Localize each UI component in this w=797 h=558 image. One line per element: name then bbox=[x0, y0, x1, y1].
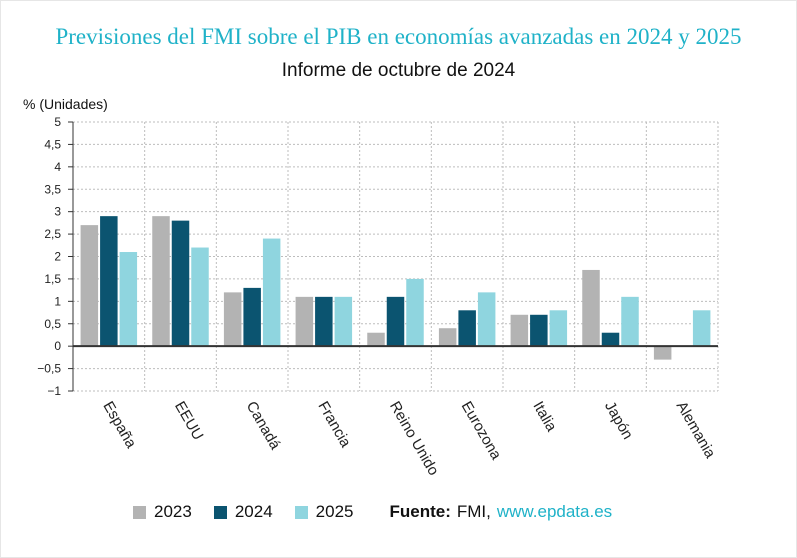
bar-2023-eurozona bbox=[438, 328, 457, 347]
y-tick-label: 4,5 bbox=[44, 137, 61, 151]
y-tick-label: 5 bbox=[54, 115, 61, 129]
source-label: Fuente: bbox=[389, 502, 451, 521]
chart-subtitle: Informe de octubre de 2024 bbox=[281, 60, 516, 81]
bar-2025-españa bbox=[119, 252, 138, 347]
source-note: Fuente: FMI, www.epdata.es bbox=[389, 502, 612, 522]
bar-2023-canadá bbox=[223, 292, 242, 347]
y-tick-label: 0,5 bbox=[44, 317, 61, 331]
y-tick-label: 1,5 bbox=[44, 272, 61, 286]
y-axis-label: % (Unidades) bbox=[23, 96, 108, 112]
bar-2025-italia bbox=[549, 310, 568, 347]
x-tick-label: Canadá bbox=[243, 399, 284, 454]
bar-2023-eeuu bbox=[152, 216, 170, 347]
bar-2024-españa bbox=[100, 216, 118, 347]
y-tick-label: 2 bbox=[54, 250, 61, 264]
bar-2023-reino-unido bbox=[367, 332, 385, 347]
bar-2024-francia bbox=[315, 296, 333, 347]
x-tick-label: Alemania bbox=[673, 399, 719, 462]
source-link[interactable]: www.epdata.es bbox=[496, 502, 613, 521]
bar-2023-españa bbox=[80, 225, 99, 347]
y-tick-label: 1 bbox=[54, 294, 61, 308]
bar-2025-eeuu bbox=[191, 247, 209, 347]
bar-2025-reino-unido bbox=[406, 278, 424, 347]
bar-2024-italia bbox=[530, 314, 548, 347]
legend-label-2025: 2025 bbox=[315, 502, 354, 521]
bar-2023-alemania bbox=[653, 346, 672, 360]
bar-2024-eurozona bbox=[458, 310, 476, 347]
bar-2023-italia bbox=[510, 314, 529, 347]
bar-2024-eeuu bbox=[171, 220, 190, 347]
legend-swatch-2023 bbox=[133, 505, 146, 519]
bar-2023-francia bbox=[295, 296, 314, 347]
legend-swatch-2025 bbox=[294, 505, 308, 519]
bar-2023-japón bbox=[582, 269, 600, 347]
x-tick-label: Reino Unido bbox=[386, 399, 442, 479]
y-tick-label: 0 bbox=[54, 339, 61, 353]
chart-title: Previsiones del FMI sobre el PIB en econ… bbox=[55, 24, 742, 49]
bar-2025-canadá bbox=[262, 238, 281, 347]
x-tick-label: Francia bbox=[314, 399, 354, 451]
legend-item-2024: 2024 bbox=[213, 502, 273, 522]
source-name: FMI, bbox=[456, 502, 491, 521]
bar-2025-japón bbox=[621, 296, 639, 347]
x-tick-label: España bbox=[99, 399, 139, 452]
legend: 2023 2024 2025 Fuente: FMI, www.epdata.e… bbox=[133, 501, 612, 523]
bar-2025-eurozona bbox=[477, 292, 496, 347]
legend-label-2023: 2023 bbox=[154, 502, 192, 521]
y-tick-label: 3,5 bbox=[44, 182, 61, 196]
legend-item-2025: 2025 bbox=[294, 502, 354, 522]
x-tick-label: EEUU bbox=[171, 399, 207, 444]
bar-2025-francia bbox=[334, 296, 353, 347]
bar-2024-canadá bbox=[243, 287, 261, 347]
bar-2025-alemania bbox=[692, 310, 711, 347]
y-tick-label: 3 bbox=[54, 205, 61, 219]
y-tick-label: −0,5 bbox=[37, 362, 61, 376]
x-tick-label: Eurozona bbox=[458, 399, 505, 464]
bar-2024-reino-unido bbox=[386, 296, 405, 347]
bar-2024-japón bbox=[601, 332, 620, 347]
y-tick-label: −1 bbox=[47, 384, 61, 398]
legend-label-2024: 2024 bbox=[234, 502, 273, 521]
y-tick-label: 2,5 bbox=[44, 227, 61, 241]
x-tick-label: Italia bbox=[529, 399, 560, 436]
legend-swatch-2024 bbox=[213, 505, 227, 519]
x-tick-label: Japón bbox=[601, 399, 636, 443]
legend-item-2023: 2023 bbox=[133, 502, 192, 522]
y-tick-label: 4 bbox=[54, 160, 61, 174]
